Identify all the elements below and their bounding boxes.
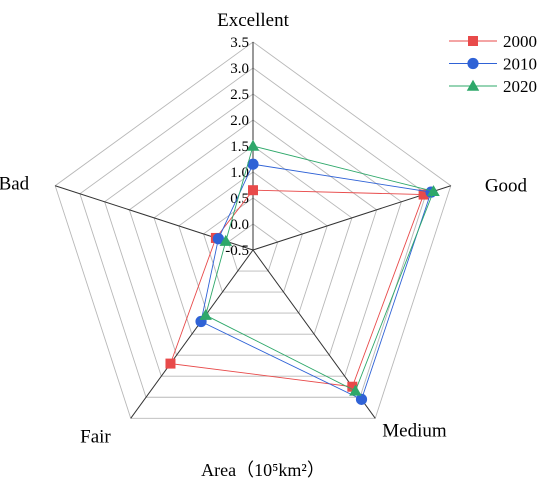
grid-ring (203, 197, 303, 293)
series-point (165, 358, 176, 369)
legend-marker (467, 57, 479, 70)
series-2000 (165, 185, 429, 392)
grid-ring (227, 223, 279, 272)
axis-labels: Excellent Good Medium Fair Bad (0, 10, 528, 447)
tick-label: 0.0 (230, 217, 249, 233)
series-point (247, 158, 259, 170)
grid-ring (153, 145, 353, 335)
legend-label: 2010 (503, 55, 537, 74)
series-point (246, 139, 260, 151)
series-line (169, 189, 425, 388)
series-2020 (199, 139, 440, 396)
grid-ring (79, 67, 427, 398)
tick-label: 1.5 (230, 139, 249, 155)
axis-spoke (130, 249, 254, 419)
axis-label-excellent: Excellent (217, 10, 289, 31)
tick-label: 2.0 (230, 113, 249, 129)
series-point (347, 381, 358, 392)
series-line (205, 145, 435, 392)
grid-ring (54, 41, 452, 419)
series-point (349, 384, 362, 396)
legend-item-2000: 2000 (449, 32, 537, 51)
tick-label: -0.5 (225, 243, 249, 259)
grid-ring (178, 171, 328, 314)
series-point (219, 234, 233, 246)
tick-label: 3.0 (230, 61, 249, 77)
axis-label-bad: Bad (0, 174, 30, 195)
legend-marker (466, 79, 480, 91)
series-point (248, 185, 258, 196)
x-axis-label: Area（10⁵km²） (201, 460, 325, 480)
series-line (200, 163, 432, 400)
legend-item-2010: 2010 (449, 55, 537, 74)
series-point (427, 185, 440, 197)
legend: 2000 2010 2020 (449, 32, 537, 96)
axis-label-medium: Medium (382, 420, 447, 441)
series-point (418, 189, 429, 200)
legend-label: 2000 (503, 32, 537, 51)
series-point (355, 393, 368, 405)
legend-label: 2020 (503, 77, 537, 96)
tick-labels: -0.50.00.51.01.52.02.53.03.5 (225, 35, 249, 259)
series-point (199, 308, 212, 320)
radar-grid (54, 41, 452, 419)
axis-spoke (252, 185, 451, 251)
legend-item-2020: 2020 (449, 77, 537, 96)
axis-label-good: Good (485, 176, 528, 197)
grid-ring (128, 119, 378, 356)
tick-label: 2.5 (230, 87, 249, 103)
series-point (212, 233, 224, 245)
legend-marker (468, 36, 478, 46)
axis-label-fair: Fair (80, 426, 111, 447)
tick-label: 3.5 (230, 35, 249, 51)
